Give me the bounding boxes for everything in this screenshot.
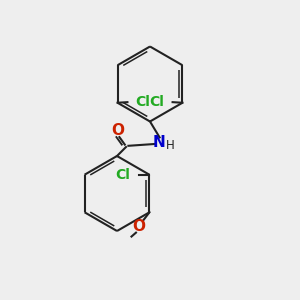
Text: O: O bbox=[111, 123, 124, 138]
Text: Cl: Cl bbox=[136, 95, 150, 109]
Text: O: O bbox=[133, 219, 146, 234]
Text: Cl: Cl bbox=[150, 95, 164, 109]
Text: N: N bbox=[153, 135, 165, 150]
Text: H: H bbox=[166, 139, 175, 152]
Text: Cl: Cl bbox=[116, 168, 130, 182]
